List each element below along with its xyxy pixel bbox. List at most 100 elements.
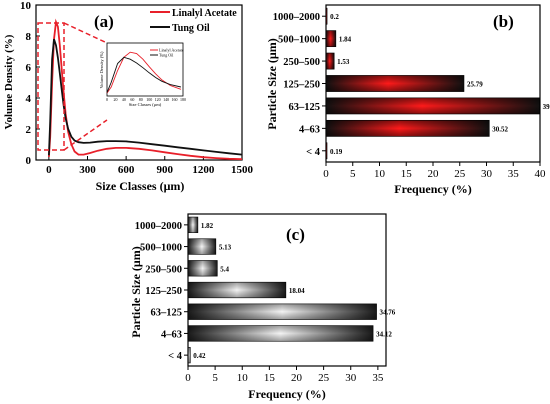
x-tick-label: 600 <box>118 164 135 176</box>
panel-c-label: (c) <box>286 225 305 244</box>
category-label: 500–1000 <box>278 35 320 46</box>
x-tick-label: 40 <box>535 168 547 180</box>
inset-ylabel: Volume Density (%) <box>99 51 104 88</box>
category-label: 4–63 <box>299 124 320 135</box>
panel-a-ylabel: Volume Density (%) <box>3 34 15 129</box>
category-label: < 4 <box>168 351 183 362</box>
value-label: 0.2 <box>330 13 339 21</box>
series-line-linalyl-acetate <box>48 18 243 161</box>
bar-shade <box>326 75 464 92</box>
bar-shade <box>326 120 490 137</box>
value-label: 34.12 <box>376 330 392 338</box>
value-label: 34.76 <box>380 309 396 317</box>
zoom-connector-bottom <box>63 119 108 151</box>
x-tick-label: 35 <box>372 372 384 384</box>
x-tick-label: 10 <box>374 168 386 180</box>
x-tick-label: 35 <box>508 168 520 180</box>
inset-x-tick-label: 40 <box>122 97 126 102</box>
x-tick-label: 20 <box>428 168 440 180</box>
x-tick-label: 30 <box>481 168 493 180</box>
x-tick-label: 20 <box>291 372 303 384</box>
x-tick-label: 0 <box>323 168 329 180</box>
panel-c-ylabel: Particle Size (μm) <box>129 246 143 337</box>
panel-c-bars: 0 5 10 15 20 25 30 35 < 4 0.42 4–63 34.12 63–125 34.7… <box>135 216 396 384</box>
category-label: 4–63 <box>161 329 182 340</box>
value-label: 0.19 <box>330 148 343 156</box>
bar-shade <box>188 325 374 342</box>
x-tick-label: 25 <box>318 372 330 384</box>
category-label: < 4 <box>306 147 321 158</box>
x-tick-label: 30 <box>345 372 357 384</box>
inset-x-tick-label: 100 <box>146 97 152 102</box>
inset-x-tick-label: 140 <box>163 97 169 102</box>
category-label: 125–250 <box>283 80 320 91</box>
inset-legend-tung: Tung Oil <box>159 53 174 58</box>
value-label: 1.82 <box>201 222 214 230</box>
inset-line-tung-oil <box>106 56 181 93</box>
category-label: 63–125 <box>151 308 183 319</box>
bar-shade <box>326 142 328 159</box>
value-label: 0.42 <box>193 352 206 360</box>
value-label: 1.53 <box>337 58 350 66</box>
panel-b: (b) Frequency (%) Particle Size (μm) 0 5 1… <box>265 4 550 196</box>
panel-c-xlabel: Frequency (%) <box>248 387 325 401</box>
inset-ticks: 0 20 40 60 80 100 120 140 160 180 <box>106 97 186 102</box>
panel-a-legend: Linalyl Acetate Tung Oil <box>150 8 237 34</box>
bar-shade <box>326 8 328 25</box>
value-label: 5.4 <box>220 265 229 273</box>
category-label: 63–125 <box>289 102 321 113</box>
bar-shade <box>188 238 216 255</box>
y-tick-label: 0 <box>26 155 32 167</box>
bar-shade <box>188 282 286 298</box>
inset-x-tick-label: 0 <box>106 97 108 102</box>
y-tick-label: 8 <box>26 31 32 43</box>
inset-x-tick-label: 20 <box>113 97 117 102</box>
inset-lines <box>106 51 182 94</box>
x-tick-label: 25 <box>454 168 466 180</box>
x-tick-label: 5 <box>212 372 218 384</box>
y-tick-label: 6 <box>26 62 32 74</box>
category-label: 250–500 <box>145 264 182 275</box>
x-tick-label: 15 <box>264 372 276 384</box>
bar-shade <box>188 303 377 320</box>
panel-b-ylabel: Particle Size (μm) <box>265 38 279 129</box>
inset-x-tick-label: 180 <box>180 97 186 102</box>
value-label: 1.84 <box>339 36 352 44</box>
x-tick-label: 1500 <box>231 164 254 176</box>
x-tick-label: 0 <box>46 164 52 176</box>
legend-label-tung: Tung Oil <box>172 23 210 34</box>
panel-a: (a) Size Classes (μm) Volume Density (%)… <box>3 0 254 193</box>
category-label: 250–500 <box>283 57 320 68</box>
inset-line-linalyl-acetate <box>106 51 182 94</box>
bar-shade <box>326 97 540 115</box>
category-label: 500–1000 <box>140 243 182 254</box>
inset-x-tick-label: 160 <box>172 97 178 102</box>
y-tick-label: 10 <box>20 0 32 12</box>
x-tick-label: 1200 <box>192 164 215 176</box>
category-label: 1000–2000 <box>273 12 320 23</box>
value-label: 5.13 <box>219 244 232 252</box>
panel-b-xlabel: Frequency (%) <box>394 182 471 196</box>
inset-legend-linalyl: Linalyl Acetate <box>159 48 184 53</box>
value-label: 39.93 <box>543 103 550 111</box>
x-tick-label: 15 <box>401 168 413 180</box>
panel-c: (c) Frequency (%) Particle Size (μm) 0 5 1… <box>129 213 396 401</box>
category-label: 125–250 <box>145 286 182 297</box>
x-tick-label: 10 <box>237 372 249 384</box>
panel-b-label: (b) <box>493 12 514 31</box>
x-tick-label: 900 <box>157 164 174 176</box>
x-tick-label: 5 <box>350 168 356 180</box>
panel-a-frame <box>35 4 243 161</box>
inset-x-tick-label: 80 <box>139 97 143 102</box>
panel-a-label: (a) <box>94 12 114 31</box>
bar-shade <box>188 217 198 233</box>
y-tick-label: 2 <box>26 124 32 136</box>
bar-shade <box>326 30 336 47</box>
series-line-tung-oil <box>48 38 243 156</box>
panel-b-bars: 0 5 10 15 20 25 30 35 40 < 4 0.19 4–63 30.52 63–125 39… <box>273 7 550 180</box>
x-tick-label: 300 <box>79 164 96 176</box>
bar-shade <box>188 260 218 277</box>
x-tick-label: 0 <box>185 372 191 384</box>
